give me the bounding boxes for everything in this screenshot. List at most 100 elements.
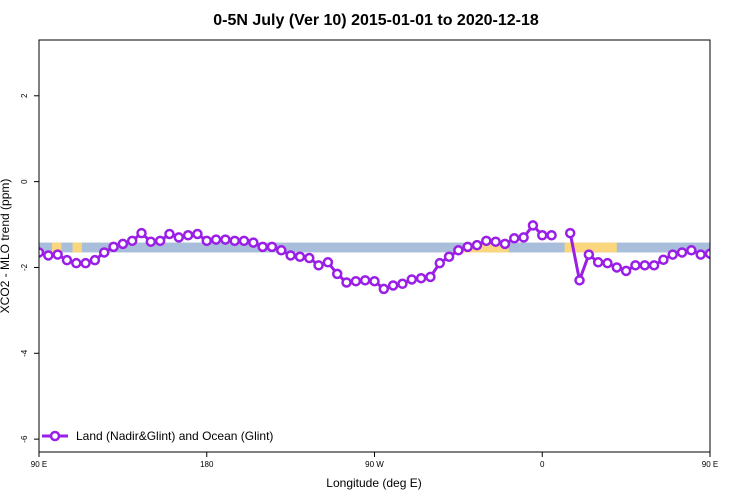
data-point xyxy=(704,248,710,259)
data-point xyxy=(574,275,585,286)
x-tick-label: 180 xyxy=(200,460,214,469)
land-segment-3 xyxy=(564,242,617,253)
data-point xyxy=(583,249,595,260)
data-point xyxy=(630,260,641,271)
data-point xyxy=(350,275,362,287)
x-tick-label: 90 E xyxy=(31,460,47,469)
data-point xyxy=(415,272,427,284)
data-point xyxy=(546,230,557,241)
data-point xyxy=(611,262,623,273)
x-axis: 90 E 180 90 W 0 90 E xyxy=(31,452,718,469)
x-tick-label: 90 W xyxy=(365,460,384,469)
data-point xyxy=(331,268,343,280)
data-point xyxy=(676,247,688,258)
data-point xyxy=(313,260,324,271)
data-point xyxy=(276,245,287,256)
data-point xyxy=(369,275,380,287)
data-point xyxy=(406,274,418,285)
data-point xyxy=(686,245,697,256)
data-point xyxy=(639,260,651,271)
y-tick-label: -2 xyxy=(20,263,29,271)
x-tick-label: 0 xyxy=(540,460,545,469)
chart-title: 0-5N July (Ver 10) 2015-01-01 to 2020-12… xyxy=(213,12,539,29)
data-point xyxy=(490,236,501,247)
data-point xyxy=(734,257,742,265)
data-point xyxy=(695,249,706,260)
data-point xyxy=(173,232,185,243)
data-point xyxy=(715,253,723,261)
data-point xyxy=(52,249,63,260)
data-point xyxy=(80,257,91,269)
data-point xyxy=(145,236,157,247)
data-point xyxy=(154,235,166,247)
data-point xyxy=(359,275,371,286)
data-point xyxy=(220,234,231,245)
data-point xyxy=(257,241,268,253)
data-point xyxy=(453,245,464,256)
y-tick-label: -4 xyxy=(20,349,29,357)
data-point xyxy=(725,251,733,259)
data-point xyxy=(98,247,110,258)
data-point xyxy=(667,249,678,260)
data-point xyxy=(164,228,175,240)
data-point xyxy=(136,227,147,239)
data-point xyxy=(397,278,408,290)
data-point xyxy=(602,257,613,269)
data-point xyxy=(592,257,604,268)
data-point xyxy=(648,260,660,271)
data-point xyxy=(481,235,492,247)
data-point xyxy=(294,251,306,262)
data-point xyxy=(537,230,548,241)
data-point xyxy=(499,238,511,250)
data-point xyxy=(518,232,529,243)
ocean-band xyxy=(39,242,710,253)
legend-point-marker xyxy=(49,430,61,442)
data-point xyxy=(61,254,73,266)
y-tick-label: 0 xyxy=(20,179,29,184)
legend-entry-label: Land (Nadir&Glint) and Ocean (Glint) xyxy=(76,429,273,443)
data-point xyxy=(39,247,45,258)
data-point xyxy=(210,234,222,245)
y-tick-label: 2 xyxy=(20,93,29,98)
data-point xyxy=(182,230,194,241)
data-point xyxy=(201,235,212,247)
data-point xyxy=(89,254,101,266)
land-segment-0 xyxy=(52,242,62,253)
data-point xyxy=(117,238,129,250)
data-point xyxy=(266,241,278,253)
series-layer xyxy=(39,220,750,295)
surface-band xyxy=(39,242,710,253)
data-point xyxy=(620,265,632,277)
land-segment-2 xyxy=(463,242,509,253)
data-point xyxy=(192,228,203,240)
data-point xyxy=(322,257,334,268)
data-point xyxy=(434,257,445,269)
data-point xyxy=(527,220,539,231)
y-axis-label: XCO2 - MLO trend (ppm) xyxy=(0,179,12,314)
data-point xyxy=(743,261,750,269)
data-point xyxy=(43,250,54,261)
data-point xyxy=(126,235,138,247)
data-point xyxy=(509,233,520,244)
data-point xyxy=(658,254,669,265)
data-point xyxy=(341,277,352,288)
data-point xyxy=(378,283,390,295)
data-point xyxy=(387,280,399,291)
data-point xyxy=(229,235,240,247)
y-tick-label: -6 xyxy=(20,435,29,443)
data-point xyxy=(108,241,119,253)
land-segment-1 xyxy=(72,242,82,253)
data-point xyxy=(462,241,473,253)
x-axis-label: Longitude (deg E) xyxy=(326,476,421,490)
data-point xyxy=(71,257,82,269)
data-point xyxy=(304,252,315,264)
data-point xyxy=(238,235,250,247)
data-point xyxy=(285,250,296,261)
data-point xyxy=(471,239,483,251)
y-axis: 2 0 -2 -4 -6 xyxy=(20,93,39,443)
x-tick-label: 90 E xyxy=(702,460,718,469)
data-point xyxy=(248,237,259,248)
data-point xyxy=(425,271,436,283)
data-point xyxy=(564,227,576,239)
